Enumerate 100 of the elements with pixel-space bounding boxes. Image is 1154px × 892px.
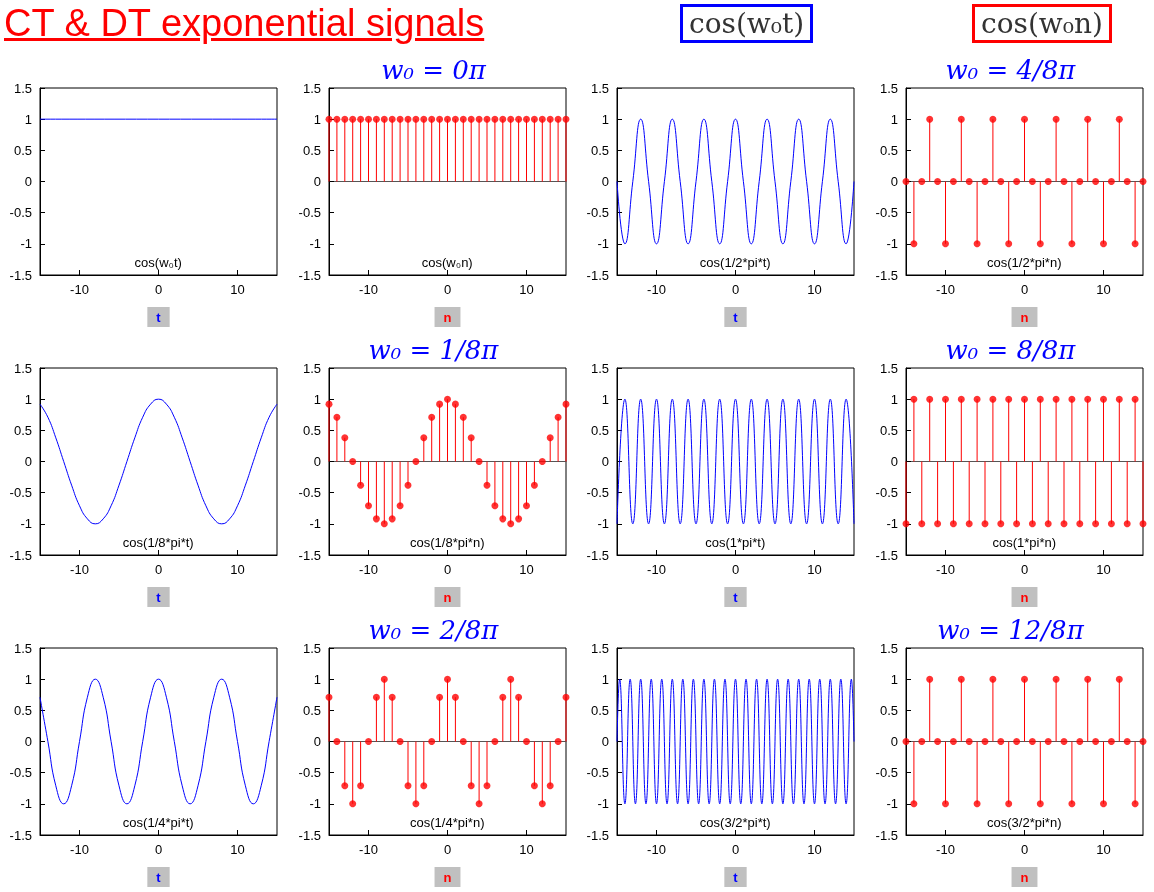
- point: [490, 502, 498, 510]
- x-tick-label: 10: [1095, 282, 1111, 297]
- y-tick-label: -1: [20, 796, 32, 812]
- point: [933, 178, 941, 185]
- point: [514, 515, 522, 523]
- point: [554, 738, 562, 745]
- point: [419, 782, 427, 790]
- x-tick-label: -10: [935, 282, 955, 297]
- y-tick-label: 0: [24, 454, 32, 469]
- point: [388, 693, 396, 701]
- point: [372, 693, 380, 701]
- x-tick-label: 10: [807, 282, 822, 297]
- y-tick-label: 1.5: [879, 360, 898, 376]
- y-tick-label: 1.5: [302, 640, 321, 656]
- point: [973, 240, 981, 248]
- y-tick-label: 1.5: [302, 360, 321, 376]
- point: [1036, 240, 1044, 248]
- point: [1083, 675, 1091, 683]
- y-tick-label: 0.5: [302, 142, 321, 158]
- point: [443, 395, 451, 403]
- chart-title: w₀ = 4/8π: [945, 55, 1076, 85]
- y-tick-label: 0: [313, 734, 321, 749]
- point: [1139, 178, 1146, 185]
- x-tick-label: -10: [935, 842, 955, 857]
- x-tick-label: 0: [443, 842, 451, 857]
- y-tick-label: 1: [24, 111, 32, 127]
- y-tick-label: 0: [24, 174, 32, 189]
- y-tick-label: 1.5: [302, 80, 321, 96]
- x-tick-label: -10: [647, 282, 666, 297]
- y-tick-label: -0.5: [875, 485, 898, 501]
- x-axis-title: t: [156, 590, 162, 605]
- x-axis-title: t: [733, 310, 739, 325]
- x-tick-label: 10: [1095, 562, 1111, 577]
- point: [443, 675, 451, 683]
- x-tick-label: 0: [154, 282, 163, 297]
- annotation: cos(1/2*pi*t): [699, 255, 771, 270]
- point: [917, 738, 925, 745]
- x-tick-label: 10: [230, 562, 245, 577]
- y-tick-label: -0.5: [875, 205, 898, 221]
- y-tick-label: -1.5: [875, 547, 898, 563]
- annotation: cos(1*pi*t): [705, 535, 766, 550]
- x-tick-label: -10: [70, 282, 89, 297]
- y-tick-label: -0.5: [298, 765, 321, 781]
- point: [396, 502, 404, 510]
- point: [1036, 800, 1044, 808]
- point: [996, 178, 1004, 185]
- point: [949, 178, 957, 185]
- point: [1123, 738, 1131, 745]
- y-tick-label: -0.5: [9, 485, 32, 501]
- y-tick-label: 0.5: [590, 142, 609, 158]
- point: [475, 458, 483, 465]
- point: [1075, 738, 1083, 745]
- y-tick-label: 0.5: [13, 142, 32, 158]
- y-tick-label: 0.5: [879, 142, 898, 158]
- y-tick-label: -1: [308, 236, 321, 252]
- point: [1107, 178, 1115, 185]
- point: [451, 400, 459, 408]
- y-tick-label: -1: [885, 236, 898, 252]
- x-axis-title: n: [443, 310, 452, 325]
- x-axis-title: t: [733, 590, 739, 605]
- x-tick-label: -10: [647, 842, 666, 857]
- point: [538, 800, 546, 808]
- y-tick-label: -1.5: [586, 267, 609, 283]
- x-axis-title: n: [1020, 590, 1029, 605]
- annotation: cos(3/2*pi*n): [986, 815, 1061, 830]
- point: [981, 738, 988, 745]
- point: [459, 738, 467, 745]
- y-tick-label: 1: [601, 391, 609, 407]
- x-tick-label: 10: [518, 842, 534, 857]
- point: [332, 413, 340, 421]
- y-tick-label: -1.5: [298, 547, 321, 563]
- point: [965, 178, 973, 185]
- annotation: cos(1/2*pi*n): [986, 255, 1061, 270]
- y-tick-label: 0: [601, 454, 609, 469]
- y-tick-label: -1.5: [9, 827, 32, 843]
- y-tick-label: 1: [890, 111, 898, 127]
- x-tick-label: 0: [731, 282, 740, 297]
- point: [941, 240, 949, 248]
- y-tick-label: 1: [313, 391, 321, 407]
- point: [490, 738, 498, 745]
- x-tick-label: 0: [1020, 842, 1028, 857]
- point: [332, 738, 340, 745]
- point: [562, 693, 569, 701]
- point: [1099, 800, 1107, 808]
- y-tick-label: 0.5: [302, 702, 321, 718]
- y-tick-label: 0.5: [590, 422, 609, 438]
- point: [411, 458, 419, 465]
- y-tick-label: 1.5: [590, 80, 609, 96]
- point: [965, 738, 973, 745]
- x-tick-label: 0: [731, 842, 740, 857]
- point: [530, 481, 538, 489]
- y-tick-label: 0.5: [879, 422, 898, 438]
- x-tick-label: 10: [807, 842, 822, 857]
- x-tick-label: -10: [647, 562, 666, 577]
- y-tick-label: 0: [890, 734, 898, 749]
- x-tick-label: 10: [807, 562, 822, 577]
- point: [1020, 675, 1028, 683]
- point: [1028, 178, 1036, 185]
- x-tick-label: -10: [70, 842, 89, 857]
- point: [1123, 178, 1131, 185]
